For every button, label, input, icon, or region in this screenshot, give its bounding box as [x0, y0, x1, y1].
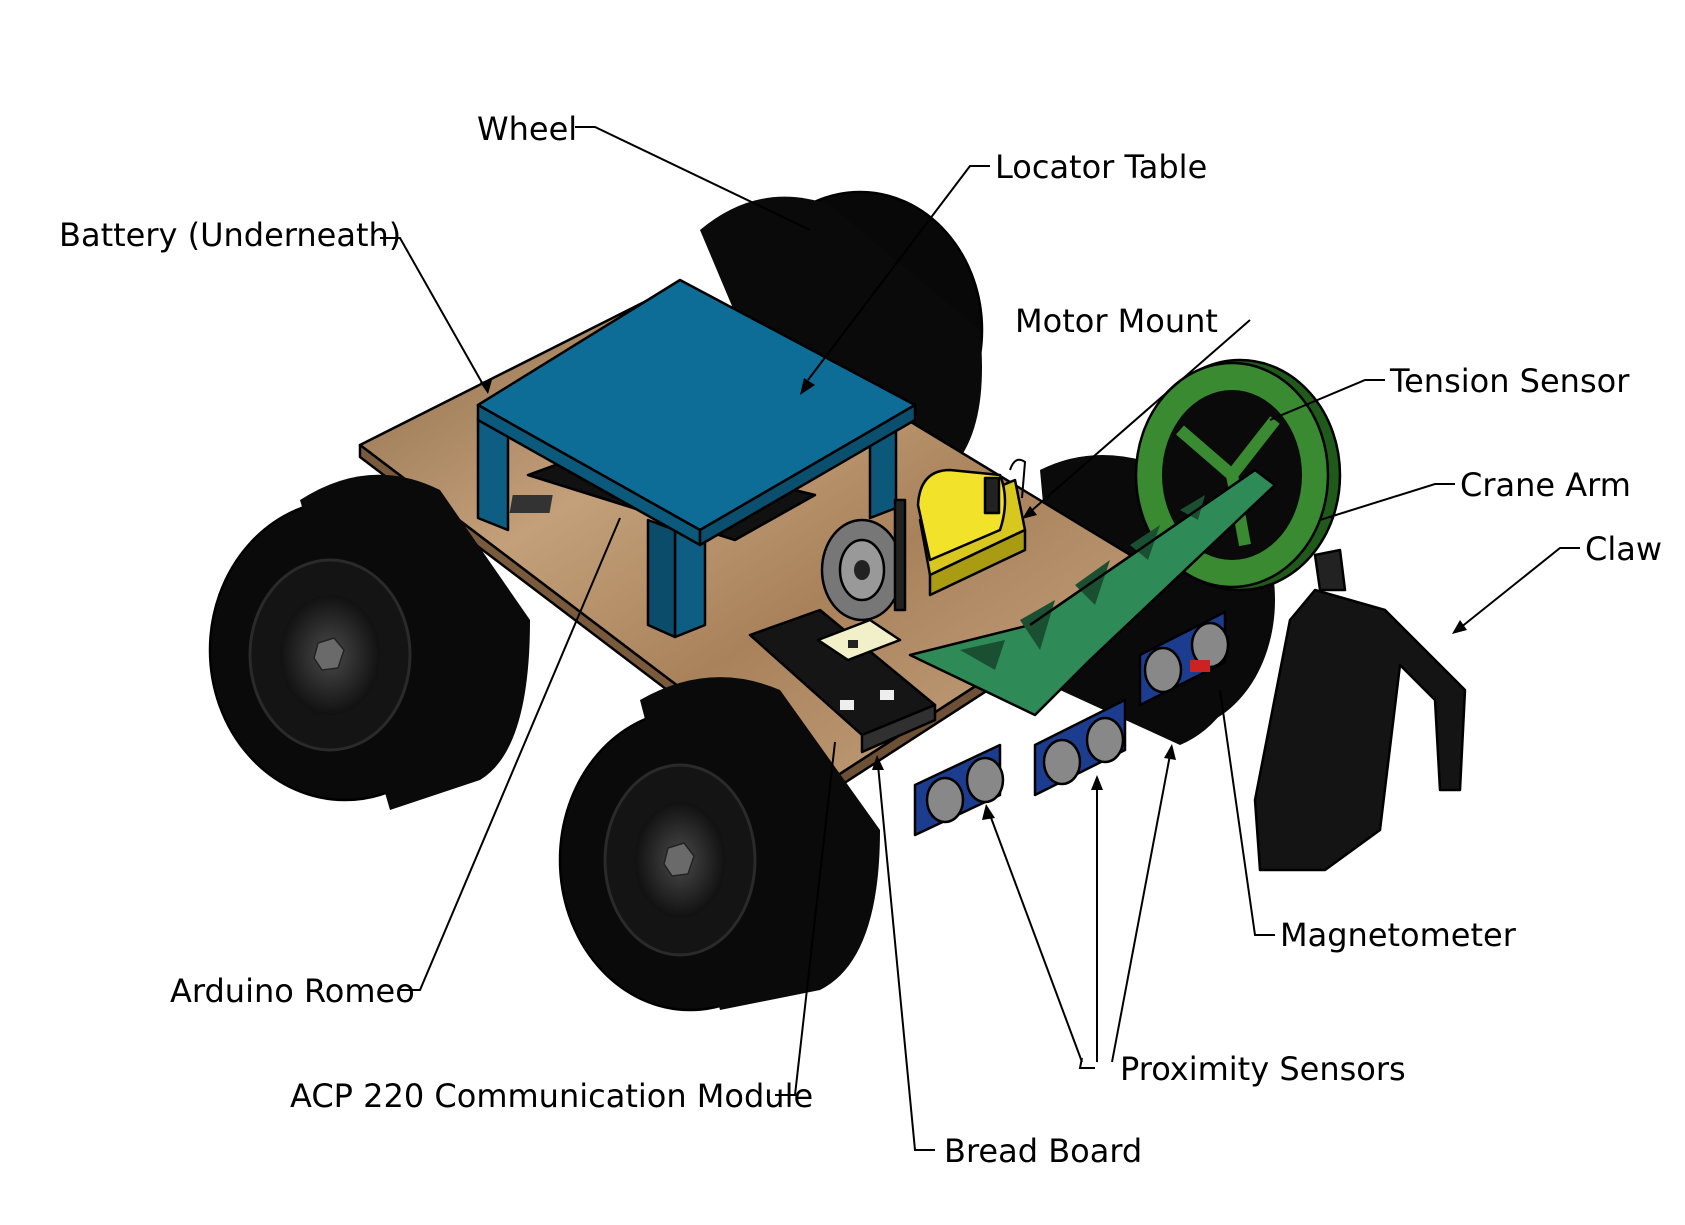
label-bread-board: Bread Board	[944, 1132, 1142, 1170]
leader-lines	[380, 126, 1580, 1151]
label-claw: Claw	[1585, 530, 1662, 568]
proximity-sensor-3	[1138, 610, 1230, 707]
locator-table	[476, 278, 917, 639]
crane-arm	[908, 468, 1277, 717]
label-wheel: Wheel	[477, 110, 577, 148]
label-motor-mount: Motor Mount	[1015, 302, 1218, 340]
label-magnetometer: Magnetometer	[1280, 916, 1517, 954]
claw	[1253, 548, 1467, 872]
label-acp-module: ACP 220 Communication Module	[290, 1077, 813, 1115]
label-proximity-sensors: Proximity Sensors	[1120, 1050, 1406, 1088]
motor-mount	[916, 458, 1027, 597]
label-locator-table: Locator Table	[995, 148, 1207, 186]
label-crane-arm: Crane Arm	[1460, 466, 1631, 504]
proximity-sensor-2	[1033, 698, 1127, 797]
label-arduino-romeo: Arduino Romeo	[170, 972, 415, 1010]
label-tension-sensor: Tension Sensor	[1389, 362, 1630, 400]
wheel-front-left	[558, 677, 880, 1012]
bread-board	[816, 618, 902, 662]
labels: Wheel Locator Table Battery (Underneath)…	[59, 110, 1662, 1170]
acp-module	[748, 608, 937, 754]
proximity-sensor-1	[913, 743, 1005, 837]
label-battery: Battery (Underneath)	[59, 216, 401, 254]
wheel-back-left	[208, 474, 530, 810]
motor-pulley	[820, 498, 907, 622]
